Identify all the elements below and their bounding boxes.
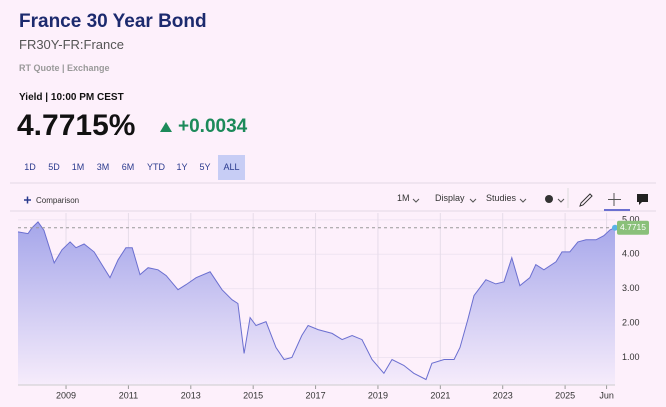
dropdown-caret — [469, 198, 477, 203]
studies-select[interactable]: Studies — [486, 193, 517, 203]
x-tick-label: 2019 — [368, 390, 388, 400]
price: 4.7715% — [17, 109, 136, 142]
x-tick-label: 2009 — [56, 390, 76, 400]
dropdown-caret — [557, 198, 565, 203]
interval-select[interactable]: 1M — [397, 193, 410, 203]
quote-source: RT Quote | Exchange — [19, 63, 110, 73]
dropdown-caret — [412, 198, 420, 203]
last-point — [612, 224, 618, 231]
range-button[interactable]: YTD — [147, 162, 165, 172]
range-button[interactable]: 5Y — [199, 162, 211, 172]
y-tick-label: 4.00 — [622, 249, 640, 259]
range-button[interactable]: 1D — [24, 162, 36, 172]
x-tick-label: 2023 — [493, 390, 513, 400]
x-tick-label: 2013 — [181, 390, 201, 400]
range-button[interactable]: ALL — [218, 155, 245, 180]
x-tick-label: 2025 — [555, 390, 575, 400]
plus-icon[interactable] — [24, 196, 31, 204]
range-button[interactable]: 3M — [96, 162, 110, 172]
change: +0.0034 — [178, 116, 248, 137]
range-button[interactable]: 6M — [121, 162, 135, 172]
y-tick-label: 2.00 — [622, 317, 640, 327]
up-arrow — [160, 122, 172, 132]
last-value-tag — [617, 220, 649, 235]
y-tick-label: 5.00 — [622, 214, 640, 224]
comparison-button[interactable]: Comparison — [36, 196, 80, 205]
crosshair-icon[interactable] — [608, 193, 621, 206]
y-tick-label: 1.00 — [622, 352, 640, 362]
y-tick-label: 3.00 — [622, 283, 640, 293]
settings-icon[interactable] — [545, 195, 553, 203]
symbol: FR30Y-FR:France — [19, 37, 124, 52]
x-tick-label: 2021 — [430, 390, 450, 400]
range-button[interactable]: 1M — [71, 162, 85, 172]
area-fill — [18, 221, 615, 385]
price-line — [17, 221, 616, 381]
comment-icon[interactable] — [637, 194, 648, 205]
draw-icon[interactable] — [579, 193, 593, 207]
x-tick-label: 2017 — [306, 390, 326, 400]
title: France 30 Year Bond — [19, 11, 207, 32]
x-tick-label: 2015 — [243, 390, 263, 400]
yield-time: Yield | 10:00 PM CEST — [19, 92, 124, 103]
x-tick-label: 2011 — [119, 390, 138, 400]
display-select[interactable]: Display — [435, 193, 465, 203]
x-tick-label: Jun — [599, 390, 614, 400]
dropdown-caret — [519, 198, 527, 203]
range-button[interactable]: 1Y — [176, 162, 188, 172]
last-value-label: 4.7715 — [620, 222, 646, 232]
range-button[interactable]: 5D — [48, 162, 60, 172]
